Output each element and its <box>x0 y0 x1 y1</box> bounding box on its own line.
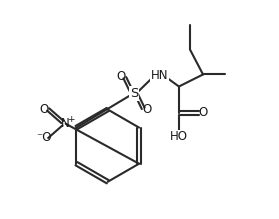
Text: +: + <box>67 115 75 124</box>
Text: O: O <box>116 70 126 83</box>
Text: N: N <box>61 117 70 130</box>
Text: HN: HN <box>150 69 168 82</box>
Text: S: S <box>130 87 138 100</box>
Text: HO: HO <box>170 130 188 143</box>
Text: O: O <box>40 103 49 116</box>
Text: O: O <box>198 106 208 119</box>
Text: O: O <box>143 103 152 116</box>
Text: ⁻O: ⁻O <box>37 131 52 145</box>
